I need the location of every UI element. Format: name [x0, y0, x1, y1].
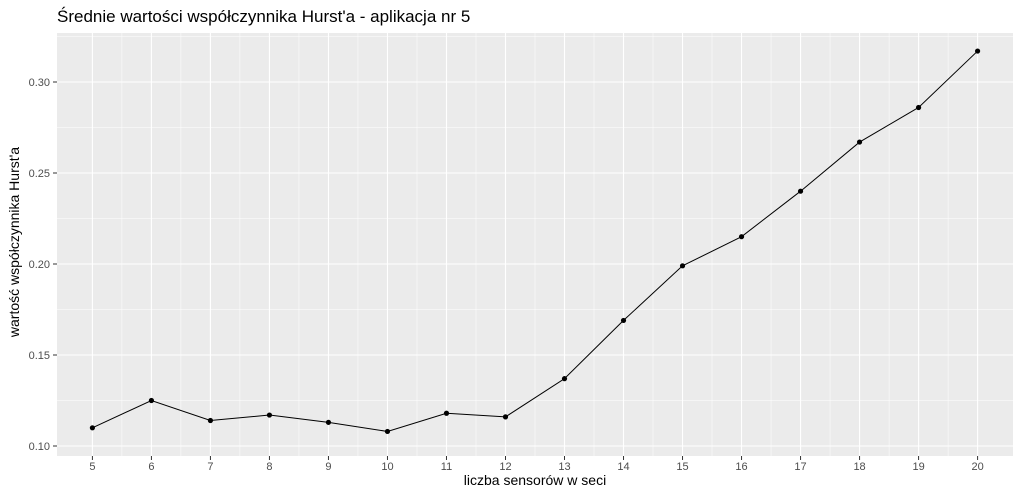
data-point: [89, 425, 96, 431]
y-tick-label: 0.25: [29, 168, 50, 180]
data-point: [148, 397, 155, 404]
x-tick-label: 10: [381, 461, 393, 473]
x-tick-label: 15: [676, 461, 688, 473]
y-tick-label: 0.30: [29, 77, 50, 89]
y-axis-title: wartość współczynnika Hurst'a: [6, 146, 22, 338]
data-point: [384, 428, 391, 435]
series-layer: [89, 48, 981, 435]
y-tick-label: 0.10: [29, 441, 50, 453]
x-tick-label: 17: [794, 461, 806, 473]
y-tick-label: 0.15: [29, 350, 50, 362]
chart-title: Średnie wartości współczynnika Hurst'a -…: [57, 7, 471, 26]
data-point: [915, 104, 922, 111]
series-line: [92, 50, 978, 432]
data-point: [443, 410, 450, 416]
data-point: [620, 317, 627, 324]
axis-layer: 5 6 7 8 9 10 11 12 13 14 15 16 17 18 19 20 0.10 0.15 0.20 0…: [29, 77, 984, 473]
x-tick-label: 19: [912, 461, 924, 473]
x-tick-label: 20: [971, 461, 983, 473]
data-point: [797, 188, 804, 194]
x-tick-label: 14: [617, 461, 629, 473]
data-point: [207, 417, 214, 424]
y-tick-label: 0.20: [29, 259, 50, 271]
data-point: [561, 376, 568, 382]
data-point: [325, 419, 332, 425]
grid-layer: [57, 33, 1013, 456]
data-point: [266, 412, 273, 418]
data-point: [679, 263, 686, 269]
x-tick-label: 6: [148, 461, 154, 473]
x-tick-label: 12: [499, 461, 511, 473]
x-tick-label: 7: [207, 461, 213, 473]
x-axis-title: liczba sensorów w seci: [463, 472, 607, 488]
data-point: [738, 234, 745, 240]
x-tick-label: 16: [735, 461, 747, 473]
data-point: [974, 48, 981, 54]
data-point: [502, 414, 509, 420]
x-tick-label: 9: [325, 461, 331, 473]
x-tick-label: 11: [441, 461, 452, 473]
x-tick-label: 18: [853, 461, 865, 473]
x-tick-label: 8: [266, 461, 272, 473]
x-tick-label: 5: [89, 461, 95, 473]
x-tick-label: 13: [558, 461, 570, 473]
data-point: [856, 139, 863, 145]
